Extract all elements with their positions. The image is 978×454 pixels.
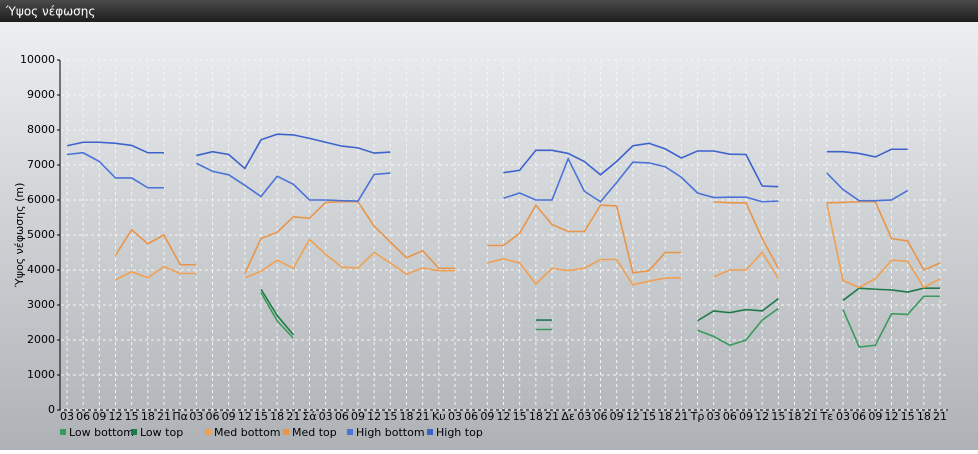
x-tick-label: 12 [238,410,252,423]
x-tick-label: 06 [852,410,866,423]
legend-swatch [205,429,211,435]
y-tick-label: 5000 [27,228,55,241]
legend-swatch [60,429,66,435]
x-tick-label: 03 [707,410,721,423]
x-tick-label: 18 [270,410,284,423]
x-tick-label: 21 [157,410,171,423]
x-tick-label: 15 [254,410,268,423]
x-tick-label: Κυ [432,410,446,423]
x-tick-label: Πα [172,410,188,423]
legend-label: High top [436,426,483,439]
legend-swatch [283,429,289,435]
y-tick-label: 9000 [27,88,55,101]
x-tick-label: 21 [545,410,559,423]
series-line [66,133,908,188]
x-tick-label: 12 [367,410,381,423]
legend-swatch [427,429,433,435]
plot-background [0,22,978,450]
x-tick-label: 12 [497,410,511,423]
x-tick-label: 12 [626,410,640,423]
y-tick-label: 10000 [20,53,55,66]
y-tick-label: 6000 [27,193,55,206]
x-tick-label: 03 [836,410,850,423]
x-tick-label: 15 [642,410,656,423]
x-tick-label: 18 [917,410,931,423]
series-line [260,287,940,336]
x-tick-label: 09 [92,410,106,423]
legend-label: Low top [140,426,183,439]
series-line [260,292,940,348]
x-tick-label: 06 [76,410,90,423]
x-tick-label: 15 [383,410,397,423]
chart-title: Ύψος νέφωσης [5,5,95,19]
x-tick-label: 09 [868,410,882,423]
legend-label: Low bottom [69,426,134,439]
legend-swatch [131,429,137,435]
x-tick-label: 21 [804,410,818,423]
x-tick-label: 12 [109,410,123,423]
x-tick-label: 12 [755,410,769,423]
series-line [66,151,909,203]
x-tick-label: 21 [674,410,688,423]
x-tick-label: 06 [464,410,478,423]
x-tick-label: 09 [351,410,365,423]
x-tick-label: 03 [319,410,333,423]
x-tick-label: 06 [335,410,349,423]
x-tick-label: 18 [529,410,543,423]
x-tick-label: 09 [739,410,753,423]
x-tick-label: 06 [206,410,220,423]
x-tick-label: 06 [723,410,737,423]
x-tick-label: Σά [302,410,316,423]
x-tick-label: 03 [60,410,74,423]
title-bar [0,0,978,22]
y-tick-label: 3000 [27,298,55,311]
x-tick-label: 15 [771,410,785,423]
x-tick-label: 21 [416,410,430,423]
x-tick-label: Τρ [690,410,705,423]
x-tick-label: 03 [448,410,462,423]
legend-swatch [347,429,353,435]
legend-label: High bottom [356,426,425,439]
x-tick-label: Δε [561,410,575,423]
series-line [115,203,941,289]
x-tick-label: 06 [594,410,608,423]
x-tick-label: 21 [933,410,947,423]
x-tick-label: 03 [577,410,591,423]
x-tick-label: 09 [610,410,624,423]
y-tick-label: 7000 [27,158,55,171]
x-tick-label: 18 [658,410,672,423]
y-tick-label: 0 [48,403,55,416]
x-tick-label: 21 [286,410,300,423]
legend-label: Med bottom [214,426,281,439]
x-tick-label: 09 [480,410,494,423]
y-tick-label: 8000 [27,123,55,136]
x-tick-label: 15 [125,410,139,423]
x-tick-label: 18 [788,410,802,423]
x-tick-label: 09 [222,410,236,423]
x-tick-label: 15 [901,410,915,423]
x-tick-label: 15 [513,410,527,423]
y-axis-label: Ύψος νέφωσης (m) [13,183,26,289]
x-tick-label: 18 [141,410,155,423]
x-tick-label: Τε [819,410,833,423]
x-tick-label: 12 [885,410,899,423]
y-tick-label: 4000 [27,263,55,276]
x-tick-label: 18 [400,410,414,423]
y-tick-label: 1000 [27,368,55,381]
series-line [114,200,941,274]
x-tick-label: 03 [189,410,203,423]
y-tick-label: 2000 [27,333,55,346]
legend-label: Med top [292,426,337,439]
